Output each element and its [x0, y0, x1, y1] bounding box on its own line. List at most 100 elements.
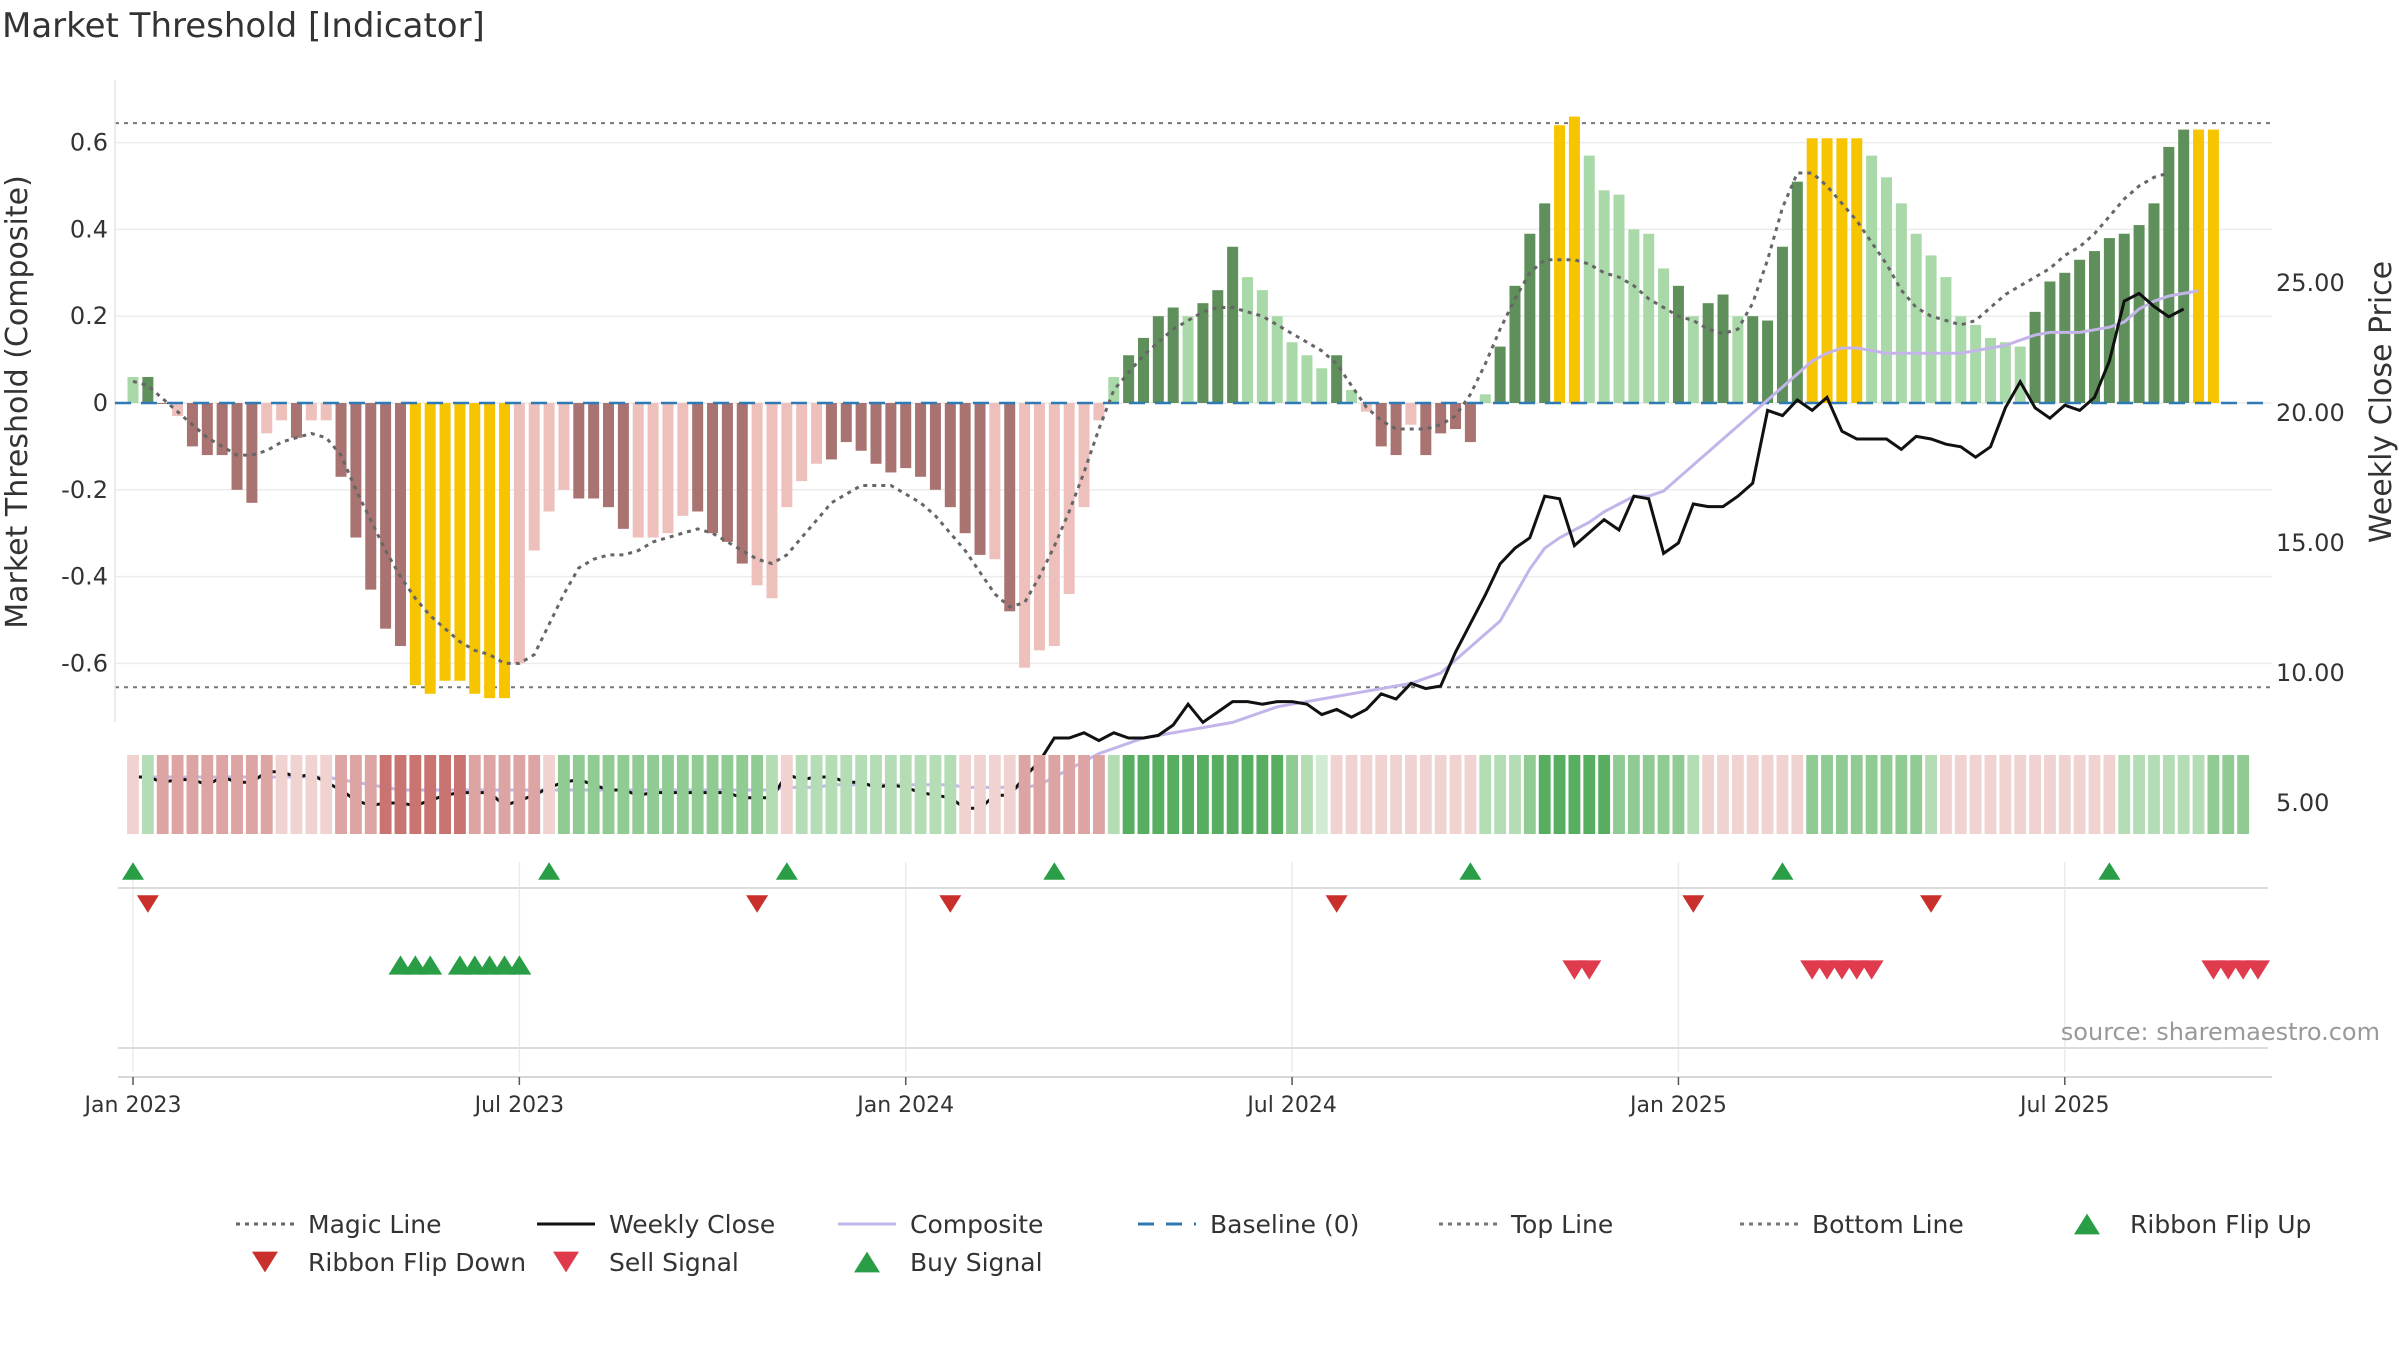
composite-bar — [929, 403, 941, 490]
ribbon-cell — [335, 755, 347, 834]
ribbon-cell — [186, 755, 199, 834]
composite-bar — [1539, 203, 1551, 403]
composite-bar — [1999, 342, 2011, 403]
legend-label: Top Line — [1510, 1210, 1613, 1239]
composite-bar — [1464, 403, 1476, 443]
ribbon-cell — [1672, 755, 1685, 834]
ribbon-cell — [602, 755, 615, 834]
composite-bar — [1672, 285, 1684, 403]
ribbon-cell — [2088, 755, 2101, 834]
x-axis: Jan 2023 Jul 2023 Jan 2024 Jul 2024 Jan 2025… — [83, 1076, 2272, 1118]
composite-bar — [1286, 342, 1298, 403]
composite-bar — [1167, 307, 1179, 403]
composite-bar — [1152, 316, 1164, 403]
composite-bar — [2029, 311, 2041, 403]
composite-bar — [1479, 394, 1491, 403]
composite-bar — [1866, 155, 1878, 403]
ribbon-cell — [2237, 755, 2250, 834]
composite-bar — [1747, 316, 1759, 403]
composite-bar — [246, 403, 258, 503]
x-tick-label: Jan 2024 — [855, 1093, 954, 1118]
ribbon-cell — [1241, 755, 1254, 834]
ribbon-cell — [379, 755, 392, 834]
composite-bar — [2089, 251, 2101, 403]
ribbon-cell — [1761, 755, 1774, 834]
composite-bar — [796, 403, 808, 482]
composite-bar — [558, 403, 570, 490]
ribbon-flip-up-marker — [1043, 862, 1066, 880]
ribbon-cell — [1731, 755, 1744, 834]
ribbon-cell — [840, 755, 853, 834]
ribbon-cell — [424, 755, 437, 834]
composite-bar — [870, 403, 882, 464]
composite-bar — [1687, 316, 1699, 403]
ribbon-cell — [1419, 755, 1432, 834]
legend-label: Sell Signal — [609, 1248, 739, 1277]
composite-bar — [1970, 324, 1982, 403]
ribbon-flip-down-marker — [746, 895, 769, 913]
ribbon-cell — [1613, 755, 1625, 834]
ribbon-cell — [1494, 755, 1507, 834]
x-tick-label: Jul 2023 — [473, 1093, 565, 1118]
composite-bar — [2178, 129, 2190, 403]
ribbon-cell — [1850, 755, 1863, 834]
legend-item: Composite — [838, 1210, 1043, 1239]
composite-bar — [647, 403, 659, 538]
composite-bar — [528, 403, 540, 551]
ribbon-cell — [766, 755, 778, 834]
composite-bar — [2207, 129, 2219, 403]
composite-bar — [2103, 238, 2115, 403]
y-tick-label: 0.2 — [70, 302, 108, 330]
composite-bar — [543, 403, 555, 512]
composite-bar — [2148, 203, 2160, 403]
composite-bar — [781, 403, 793, 508]
ribbon-cell — [662, 755, 674, 834]
ribbon-flip-down-marker — [1325, 895, 1348, 913]
ribbon-cell — [1449, 755, 1462, 834]
composite-bar — [1851, 138, 1863, 403]
composite-bar — [1955, 316, 1967, 403]
ribbon-cell — [1865, 755, 1878, 834]
ribbon-cell — [127, 755, 139, 834]
composite-bar — [365, 403, 377, 590]
composite-bar — [1583, 155, 1595, 403]
composite-bar — [855, 403, 867, 451]
ribbon-cell — [1256, 755, 1269, 834]
composite-bar — [1791, 181, 1803, 403]
left-y-axis: 0.6 0.4 0.2 0 -0.2 -0.4 -0.6 — [61, 129, 108, 678]
ribbon-cell — [810, 755, 823, 834]
composite-bar — [1836, 138, 1848, 403]
ribbon-cell — [1315, 755, 1328, 834]
composite-bar — [305, 403, 317, 421]
composite-bar — [1732, 316, 1744, 403]
composite-bar — [1197, 303, 1209, 403]
x-tick-label: Jul 2024 — [1245, 1093, 1337, 1118]
ribbon-cell — [691, 755, 704, 834]
composite-bar — [1182, 316, 1194, 403]
composite-bar — [900, 403, 912, 469]
ribbon-flip-down-marker — [1920, 895, 1943, 913]
ribbon-cell — [439, 755, 451, 834]
ribbon-cell — [2118, 755, 2131, 834]
ribbon-cell — [468, 755, 481, 834]
buy-signal-marker — [418, 955, 443, 975]
ribbon-cell — [1954, 755, 1967, 834]
ribbon-cell — [1152, 755, 1165, 834]
composite-bar — [1568, 116, 1580, 403]
ribbon-cell — [201, 755, 214, 834]
legend-item: Buy Signal — [854, 1248, 1043, 1277]
composite-bar — [677, 403, 689, 516]
ribbon-cell — [2058, 755, 2071, 834]
ribbon-cell — [617, 755, 630, 834]
ribbon-cell — [1196, 755, 1209, 834]
legend-swatch — [2074, 1213, 2100, 1235]
ribbon-cell — [231, 755, 243, 834]
composite-bar — [1331, 355, 1343, 403]
ribbon-cell — [528, 755, 541, 834]
magic-line — [132, 171, 2170, 665]
composite-bar — [1316, 368, 1328, 403]
ribbon-cell — [558, 755, 570, 834]
ribbon-cell — [349, 755, 362, 834]
composite-bar — [1301, 355, 1313, 403]
composite-bar — [350, 403, 362, 538]
